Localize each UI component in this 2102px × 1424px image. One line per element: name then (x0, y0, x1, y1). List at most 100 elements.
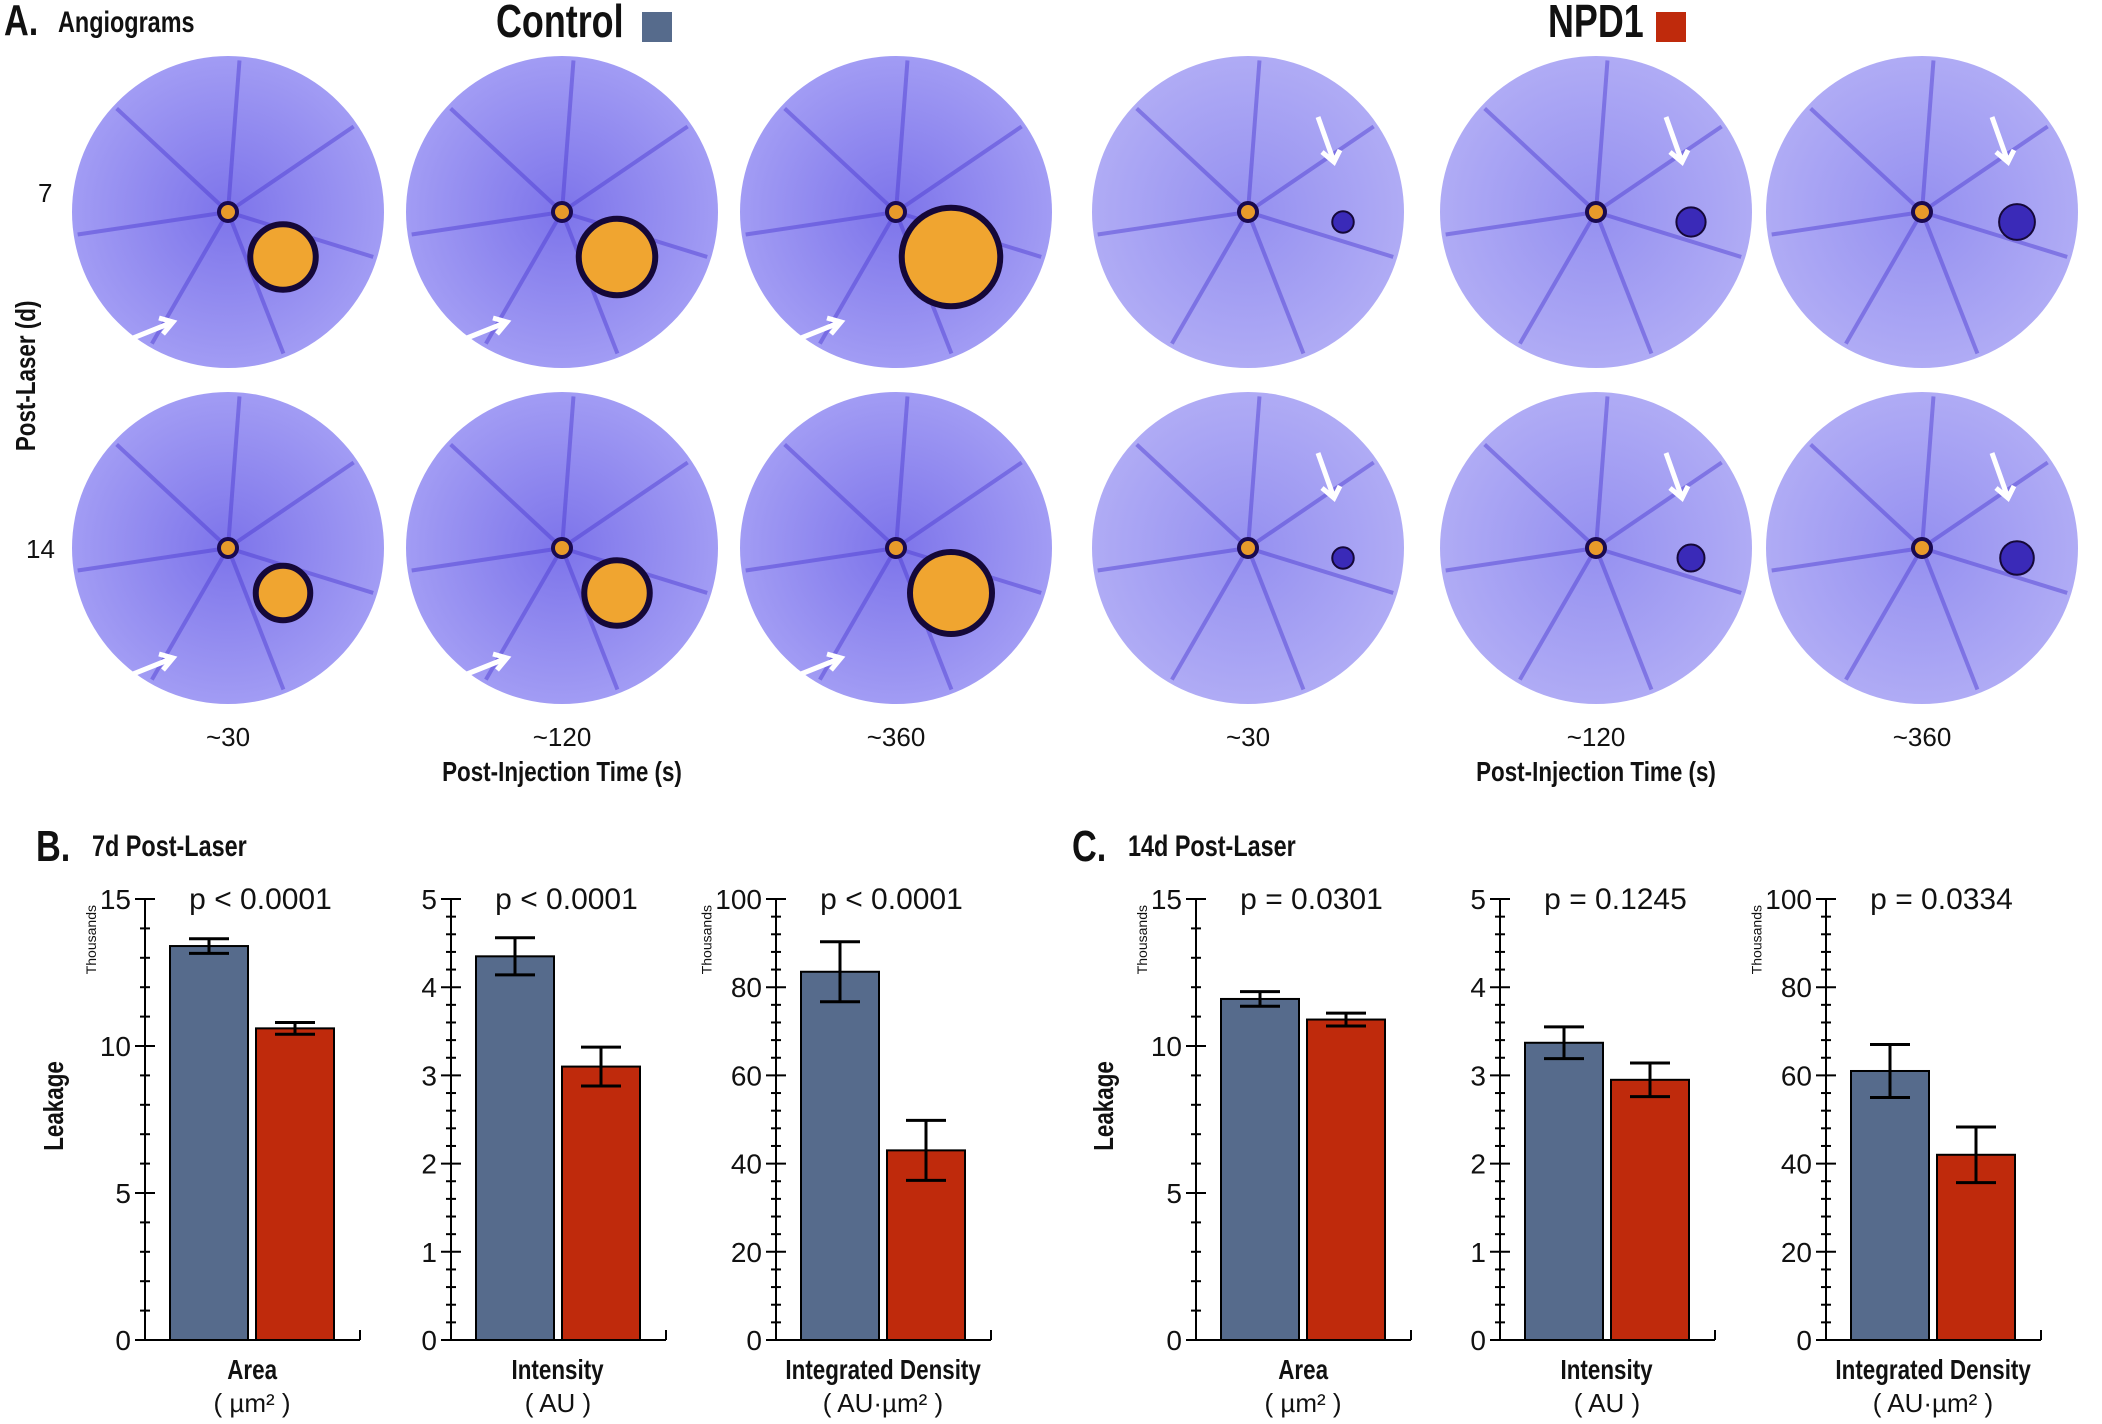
vessel (783, 107, 898, 214)
vessel (1097, 210, 1249, 237)
angiogram-npd1-14d-360s (1766, 392, 2078, 704)
white-arrow-icon (790, 315, 846, 345)
cnv-lesion (1331, 210, 1355, 234)
vessel (226, 547, 286, 691)
y-tick-label: 3 (1470, 1060, 1486, 1091)
x-axis-label-text: Area (1278, 1354, 1328, 1385)
angiogram-control-14d-360s (740, 392, 1052, 704)
vessel (1594, 460, 1723, 550)
angiogram-npd1-14d-30s (1092, 392, 1404, 704)
vessel (1135, 443, 1250, 550)
x-axis-label-text: Integrated Density (785, 1354, 981, 1385)
time-axis-label-npd1: Post-Injection Time (s) (1476, 756, 1716, 787)
optic-disc (1237, 201, 1259, 223)
vessel (1594, 396, 1610, 549)
control-group-title: Control (496, 0, 624, 47)
cnv-lesion (1998, 203, 2036, 241)
y-tick-label: 5 (421, 884, 437, 915)
npd1-group-title: NPD1 (1548, 0, 1644, 47)
bar-npd1 (1610, 1078, 1690, 1342)
panel-a-letter: A. (4, 0, 39, 45)
time-tick-npd1-360: ~360 (1892, 722, 1952, 752)
vessel (560, 460, 689, 550)
p-value-label: p < 0.0001 (820, 883, 963, 916)
y-tick-label: 5 (1166, 1178, 1182, 1209)
panel-c-title: 14d Post-Laser (1128, 830, 1296, 863)
vessel (1246, 211, 1306, 355)
white-arrow-icon (1663, 452, 1691, 502)
angiogram-control-14d-120s (406, 392, 718, 704)
cnv-lesion (575, 215, 659, 299)
y-tick-label: 60 (1781, 1060, 1812, 1091)
angiogram-control-7d-120s (406, 56, 718, 368)
optic-disc (1585, 537, 1607, 559)
x-axis-label: Integrated Density (733, 1354, 1033, 1386)
p-value-label: p = 0.1245 (1544, 883, 1687, 916)
time-tick-control-30: ~30 (205, 722, 251, 752)
vessel (1921, 546, 2068, 595)
white-arrow-icon (122, 651, 178, 681)
vessel (1246, 60, 1262, 213)
vessel (560, 60, 576, 213)
bar-control (800, 970, 880, 1341)
cnv-lesion (898, 204, 1004, 310)
vessel (1483, 107, 1598, 214)
vessel (1920, 547, 1980, 691)
y-tick-label: 3 (421, 1060, 437, 1091)
vessel (411, 546, 563, 573)
vessel (745, 546, 897, 573)
white-arrow-icon (456, 315, 512, 345)
scale-label: Thousands (699, 905, 715, 974)
p-value-label: p < 0.0001 (495, 883, 638, 916)
y-tick-label: 20 (1781, 1237, 1812, 1268)
y-tick-label: 40 (1781, 1149, 1812, 1180)
y-tick-label: 40 (731, 1149, 762, 1180)
panel-a-title: Angiograms (58, 6, 195, 39)
vessel (745, 210, 897, 237)
vessel (1445, 546, 1597, 573)
white-arrow-icon (1315, 452, 1343, 502)
x-axis-label: Area (1153, 1354, 1453, 1386)
y-tick-label: 15 (100, 884, 131, 915)
x-axis-label: Intensity (408, 1354, 708, 1386)
optic-disc (551, 537, 573, 559)
vessel (1246, 460, 1375, 550)
vessel (1518, 210, 1598, 345)
y-tick-label: 5 (115, 1178, 131, 1209)
vessel (1170, 546, 1250, 681)
vessel (77, 210, 229, 237)
vessel (1594, 547, 1654, 691)
x-axis-unit: ( AU·µm² ) (1872, 1388, 1994, 1418)
vessel (226, 60, 242, 213)
time-tick-control-120: ~120 (532, 722, 592, 752)
p-value-label: p = 0.0301 (1240, 883, 1383, 916)
x-axis-label-text: Intensity (511, 1354, 605, 1385)
y-tick-label: 0 (1470, 1325, 1486, 1356)
vessel (1594, 60, 1610, 213)
y-tick-label: 0 (746, 1325, 762, 1356)
white-arrow-icon (1663, 116, 1691, 166)
cnv-lesion (907, 549, 995, 637)
vessel (77, 546, 229, 573)
vessel (1809, 443, 1924, 550)
y-tick-label: 100 (1765, 884, 1812, 915)
optic-disc (551, 201, 573, 223)
vessel (115, 107, 230, 214)
cnv-lesion (1999, 540, 2035, 576)
optic-disc (885, 201, 907, 223)
bar-control (1850, 1069, 1930, 1341)
panel-b-title: 7d Post-Laser (92, 830, 247, 863)
vessel (1594, 124, 1723, 214)
optic-disc (1911, 537, 1933, 559)
y-tick-label: 15 (1151, 884, 1182, 915)
x-axis-label-text: Integrated Density (1835, 1354, 2031, 1385)
angiogram-control-7d-30s (72, 56, 384, 368)
vessel (1445, 210, 1597, 237)
x-axis-unit: ( AU ) (524, 1388, 592, 1418)
cnv-lesion (1676, 543, 1706, 573)
y-tick-label: 100 (715, 884, 762, 915)
y-tick-label: 80 (1781, 972, 1812, 1003)
